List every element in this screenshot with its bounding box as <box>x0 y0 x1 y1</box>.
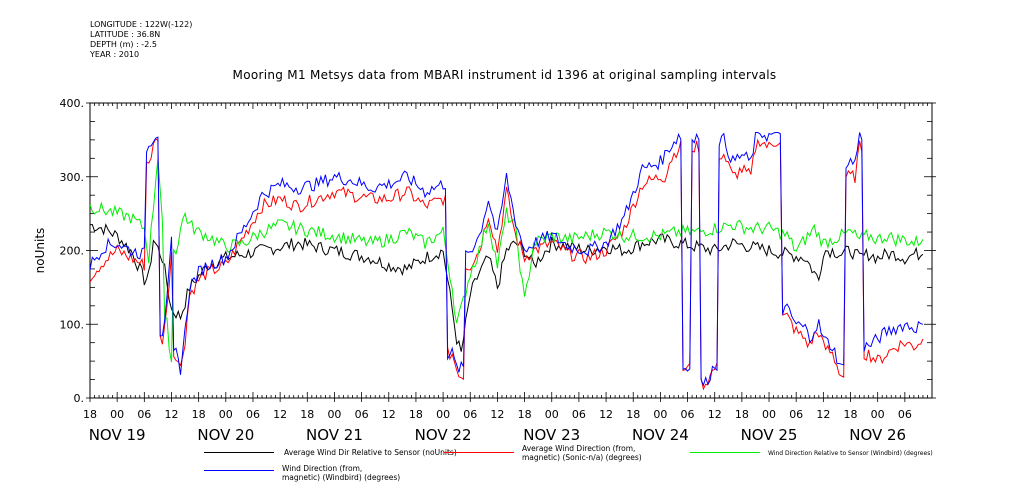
metadata-block: LONGITUDE : 122W(-122) LATITUDE : 36.8N … <box>90 20 192 60</box>
y-axis-label: noUnits <box>33 228 47 274</box>
plot-frame <box>89 102 933 399</box>
x-tick-label: 12 <box>708 408 722 421</box>
x-tick-label: 00 <box>436 408 450 421</box>
x-tick-label: 18 <box>83 408 97 421</box>
x-tick-label: 18 <box>518 408 532 421</box>
x-date-label: NOV 20 <box>197 426 254 444</box>
x-tick-label: 18 <box>626 408 640 421</box>
x-tick-label: 12 <box>490 408 504 421</box>
x-tick-label: 06 <box>355 408 369 421</box>
x-tick-label: 18 <box>735 408 749 421</box>
x-tick-label: 18 <box>300 408 314 421</box>
x-date-label: NOV 19 <box>89 426 146 444</box>
x-date-label: NOV 23 <box>523 426 580 444</box>
x-date-label: NOV 25 <box>741 426 798 444</box>
x-tick-label: 00 <box>871 408 885 421</box>
x-date-label: NOV 21 <box>306 426 363 444</box>
x-tick-label: 06 <box>572 408 586 421</box>
x-date-label: NOV 24 <box>632 426 689 444</box>
legend-swatch-green <box>690 452 760 453</box>
y-tick-label: 400. <box>60 97 85 110</box>
legend-label-avg-wind-direction: Average Wind Direction (from, magnetic) … <box>522 444 642 462</box>
x-tick-label: 06 <box>898 408 912 421</box>
x-tick-label: 00 <box>327 408 341 421</box>
x-tick-label: 06 <box>789 408 803 421</box>
x-tick-label: 12 <box>816 408 830 421</box>
y-tick-label: 300. <box>60 171 85 184</box>
legend-label-avg-wind-dir-relative: Average Wind Dir Relative to Sensor (noU… <box>284 448 457 457</box>
legend-label-wind-direction-relative: Wind Direction Relative to Sensor (Windb… <box>768 450 933 457</box>
x-tick-label: 18 <box>192 408 206 421</box>
legend-swatch-blue <box>204 470 274 471</box>
x-tick-label: 00 <box>110 408 124 421</box>
x-tick-label: 06 <box>463 408 477 421</box>
x-tick-label: 12 <box>273 408 287 421</box>
legend-label-wind-direction-windbird: Wind Direction (from, magnetic) (Windbir… <box>282 464 401 482</box>
y-tick-label: 200. <box>60 245 85 258</box>
x-tick-label: 00 <box>219 408 233 421</box>
series-line-3 <box>90 158 924 363</box>
x-tick-label: 06 <box>246 408 260 421</box>
x-tick-label: 00 <box>545 408 559 421</box>
series-line-2 <box>90 138 924 391</box>
legend-swatch-black <box>204 452 274 453</box>
chart-title: Mooring M1 Metsys data from MBARI instru… <box>232 68 777 82</box>
x-tick-label: 06 <box>681 408 695 421</box>
latitude-text: LATITUDE : 36.8N <box>90 30 161 39</box>
series-line-1 <box>90 223 924 352</box>
series-line-4 <box>90 132 924 387</box>
y-tick-label: 100. <box>60 318 85 331</box>
year-text: YEAR : 2010 <box>90 50 140 59</box>
x-tick-label: 12 <box>164 408 178 421</box>
depth-text: DEPTH (m) : -2.5 <box>90 40 157 49</box>
x-tick-label: 00 <box>762 408 776 421</box>
x-tick-label: 12 <box>599 408 613 421</box>
x-tick-label: 00 <box>653 408 667 421</box>
longitude-text: LONGITUDE : 122W(-122) <box>90 20 193 29</box>
x-tick-label: 18 <box>409 408 423 421</box>
x-tick-label: 12 <box>382 408 396 421</box>
legend-swatch-red <box>444 452 514 453</box>
x-date-label: NOV 26 <box>849 426 906 444</box>
x-date-label: NOV 22 <box>415 426 472 444</box>
y-tick-label: 0. <box>74 392 85 405</box>
x-tick-label: 18 <box>844 408 858 421</box>
x-tick-label: 06 <box>137 408 151 421</box>
